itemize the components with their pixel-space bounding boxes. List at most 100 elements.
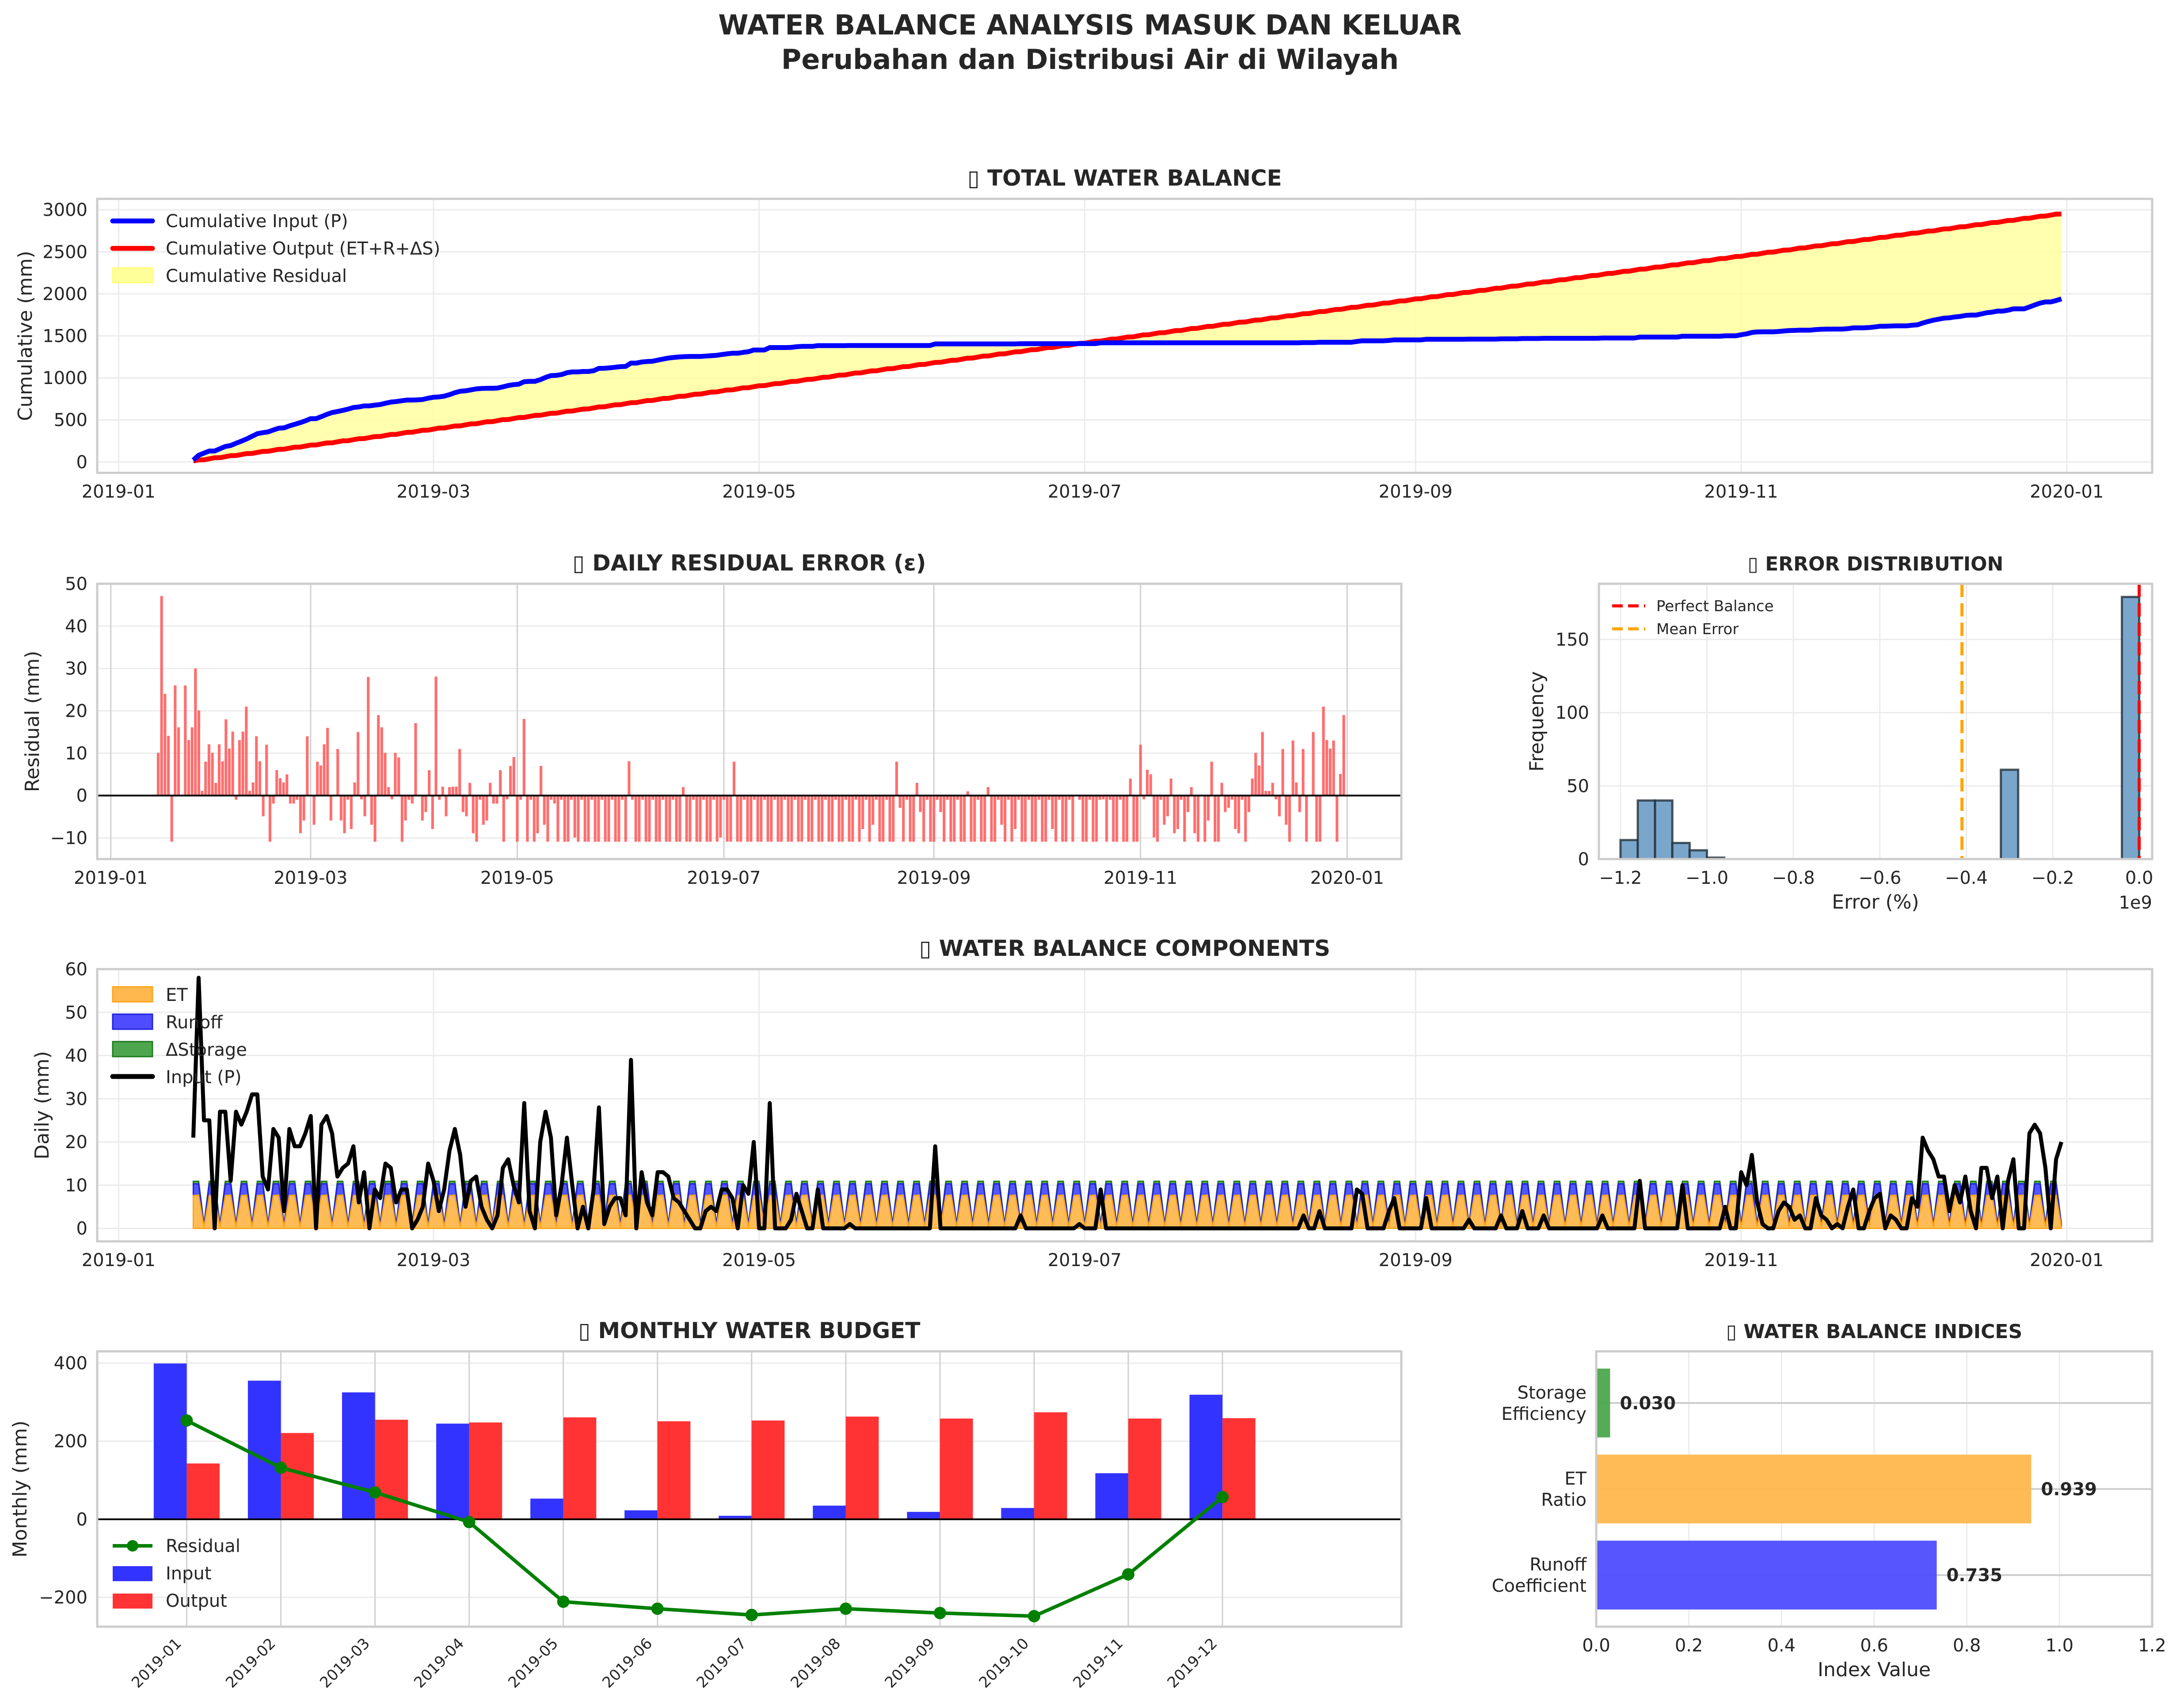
residual-bar <box>773 795 776 800</box>
residual-bar <box>1197 795 1200 842</box>
residual-bar <box>1159 795 1162 800</box>
residual-bar <box>1291 740 1294 796</box>
y-tick-label: Ratio <box>1541 1490 1586 1510</box>
residual-bar <box>1034 795 1037 842</box>
residual-bar <box>519 795 522 800</box>
residual-bar <box>577 795 580 842</box>
residual-bar <box>570 795 573 800</box>
residual-bar <box>793 795 797 800</box>
residual-bar <box>973 795 976 842</box>
residual-bar <box>628 761 631 796</box>
residual-bar <box>1173 795 1176 833</box>
residual-bar <box>197 710 201 796</box>
index-bar <box>1596 1541 1937 1610</box>
residual-bar <box>797 795 800 842</box>
residual-bar <box>1031 795 1034 842</box>
residual-marker <box>557 1595 570 1608</box>
residual-bar <box>1281 749 1284 796</box>
residual-bar <box>536 795 539 833</box>
residual-bar <box>367 677 370 796</box>
residual-bar <box>726 795 729 842</box>
residual-bar <box>434 676 438 796</box>
residual-bar <box>397 757 400 796</box>
residual-bar <box>1068 795 1071 800</box>
residual-bar <box>970 795 973 842</box>
residual-bar <box>1136 795 1139 842</box>
legend-runoff-swatch <box>112 1013 153 1030</box>
residual-bar <box>1220 783 1223 796</box>
legend-output-swatch <box>113 1594 152 1609</box>
residual-bar <box>543 795 546 825</box>
y-tick-label: 0 <box>76 786 88 806</box>
residual-bar <box>231 731 234 796</box>
residual-bar <box>353 782 356 796</box>
axes-frame <box>1598 582 2153 860</box>
residual-bar <box>1288 795 1291 842</box>
residual-marker <box>933 1607 946 1620</box>
residual-bar <box>1078 795 1081 800</box>
residual-bar <box>1142 795 1145 799</box>
residual-bar <box>160 596 163 796</box>
residual-bar <box>522 719 525 796</box>
residual-bar <box>925 795 928 800</box>
residual-bar <box>966 791 969 796</box>
output-bar <box>751 1420 785 1519</box>
residual-bar <box>671 795 675 800</box>
residual-bar <box>722 795 726 800</box>
residual-bar <box>1149 774 1152 796</box>
residual-bar <box>787 795 790 842</box>
axes-frame <box>96 968 2153 1243</box>
y-tick-label: 60 <box>65 959 88 980</box>
y-tick-label: −10 <box>50 828 88 848</box>
residual-bar <box>373 795 377 842</box>
x-tick-label: 2019-09 <box>882 1635 939 1692</box>
residual-bar <box>479 795 482 800</box>
residual-bar <box>546 795 549 842</box>
residual-bar <box>1169 778 1172 796</box>
x-tick-label: 1.0 <box>2046 1636 2074 1656</box>
residual-bar <box>834 795 837 800</box>
residual-bar <box>1217 795 1220 842</box>
residual-marker <box>180 1414 193 1427</box>
histogram-bar <box>1671 842 1691 860</box>
residual-bar <box>553 795 556 804</box>
residual-bar <box>1268 791 1271 796</box>
residual-marker <box>369 1486 381 1499</box>
x-tick-label: 2019-12 <box>1164 1635 1221 1692</box>
y-tick-label: Coefficient <box>1492 1576 1586 1596</box>
residual-bar <box>516 795 519 842</box>
legend-input-label: Input <box>166 1563 212 1584</box>
legend-mean-error-label: Mean Error <box>1656 620 1739 638</box>
input-bar <box>719 1516 752 1519</box>
residual-bar <box>753 795 756 800</box>
input-bar <box>436 1423 469 1519</box>
x-tick-label: 2019-08 <box>788 1635 845 1692</box>
residual-bar <box>742 795 746 800</box>
residual-bar <box>255 736 258 796</box>
residual-bar <box>705 795 708 842</box>
x-tick-label: 0.8 <box>1953 1636 1981 1656</box>
residual-bar <box>499 770 502 796</box>
residual-line <box>186 1419 1224 1618</box>
residual-bar <box>1065 795 1068 842</box>
panel-water-balance-indices: 0.0 0.2 0.4 0.6 0.8 1.0 1.2 0.735 RunoffCoeffici… <box>1492 1320 2166 1681</box>
residual-bar <box>316 761 319 796</box>
residual-bar <box>1207 795 1210 821</box>
residual-bar <box>502 795 505 842</box>
residual-bar <box>695 795 698 842</box>
residual-bar <box>248 791 251 796</box>
residual-bar <box>1156 795 1159 842</box>
x-tick-label: 2019-03 <box>274 868 347 888</box>
residual-bar <box>492 795 495 804</box>
residual-bar <box>783 795 787 800</box>
legend-et-swatch <box>112 986 153 1003</box>
residual-bar <box>715 795 719 842</box>
residual-bar <box>1342 715 1345 796</box>
y-tick-label: 500 <box>54 410 88 430</box>
residual-bar <box>1298 795 1301 812</box>
y-axis-label: Frequency <box>1526 671 1548 772</box>
residual-bar <box>831 795 834 842</box>
residual-bar <box>174 685 177 796</box>
output-bar <box>469 1422 502 1519</box>
